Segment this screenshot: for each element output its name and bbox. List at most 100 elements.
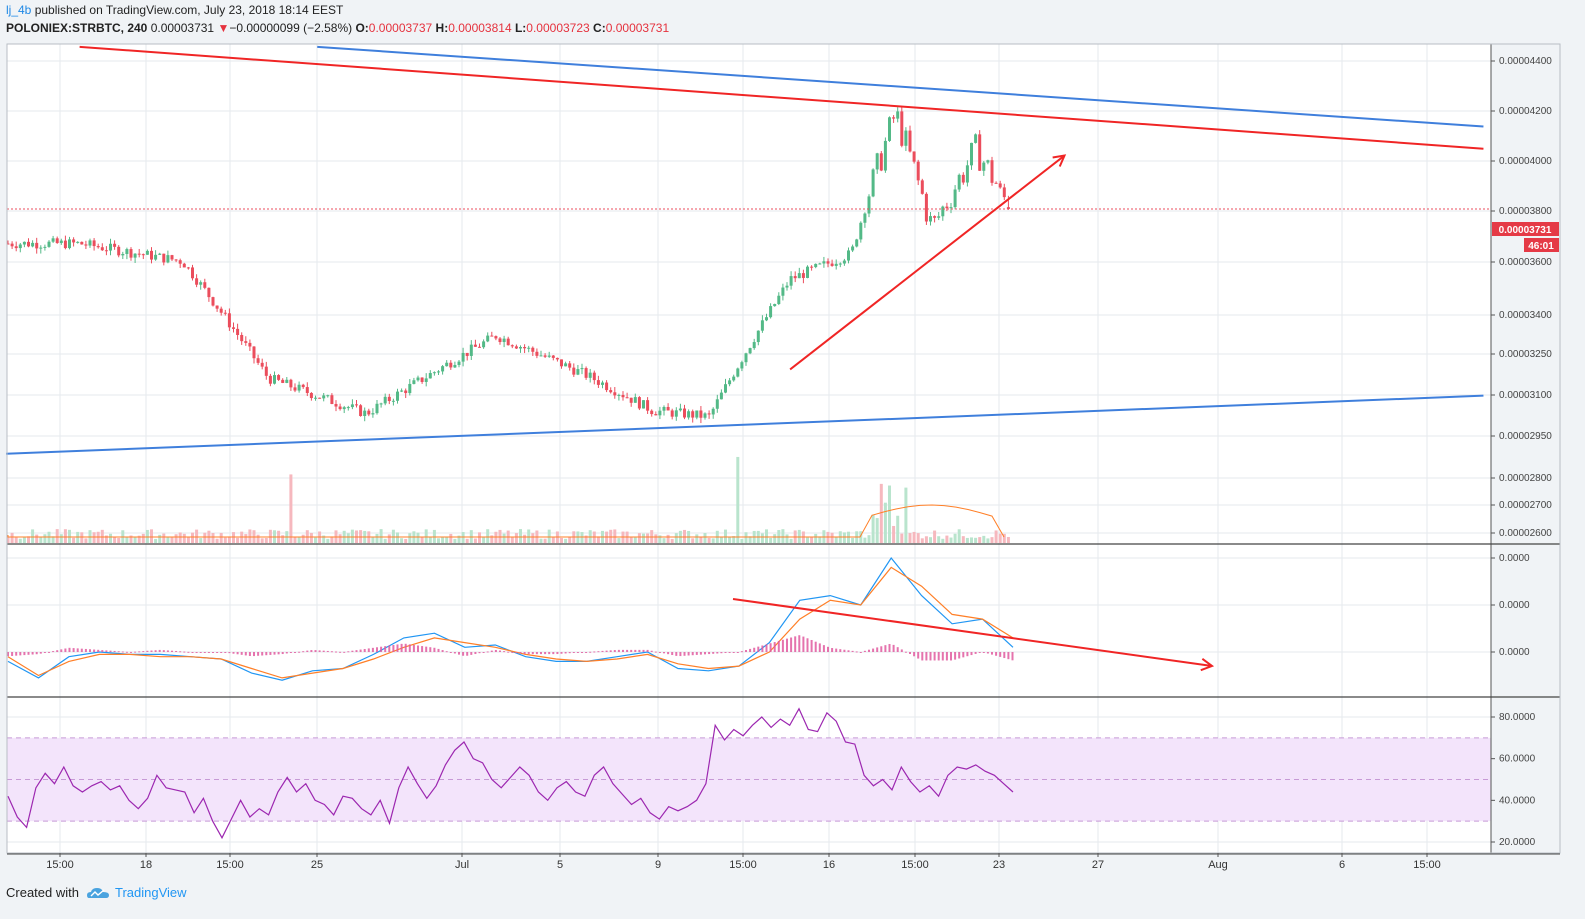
volume-bar — [961, 536, 965, 543]
candle-body — [592, 372, 596, 381]
volume-bar — [896, 515, 900, 543]
macd-histogram-bar — [425, 646, 428, 652]
candle-body — [445, 362, 449, 367]
macd-histogram-bar — [19, 652, 22, 656]
candle-body — [232, 327, 235, 329]
y-tick-label: 0.00003400 — [1499, 310, 1552, 321]
volume-bar — [781, 529, 785, 543]
candle-body — [982, 162, 986, 171]
candle-body — [810, 266, 814, 268]
volume-bar — [797, 529, 801, 543]
candle-body — [986, 160, 990, 163]
candle-body — [871, 169, 875, 197]
candle-body — [867, 196, 871, 214]
volume-bar — [174, 534, 178, 543]
macd-histogram-bar — [740, 651, 743, 653]
macd-histogram-bar — [277, 652, 280, 655]
candle-body — [818, 263, 822, 265]
macd-histogram-bar — [913, 652, 916, 657]
y-tick-label: 0.00002700 — [1499, 500, 1552, 511]
candle-body — [432, 372, 436, 374]
volume-bar — [666, 534, 670, 543]
candle-body — [277, 375, 281, 380]
candle-body — [527, 347, 531, 349]
volume-bar — [703, 533, 707, 543]
author-link[interactable]: lj_4b — [6, 3, 32, 17]
macd-histogram-bar — [900, 649, 903, 652]
x-tick-label: 16 — [823, 859, 835, 871]
volume-bar — [125, 536, 129, 543]
tradingview-link[interactable]: TradingView — [114, 885, 187, 900]
candle-body — [150, 250, 153, 260]
volume-bar — [486, 529, 490, 543]
candle-body — [506, 338, 510, 346]
candle-body — [715, 399, 719, 409]
candle-body — [186, 267, 190, 269]
macd-histogram-bar — [150, 650, 153, 652]
volume-bar — [260, 538, 264, 543]
volume-bar — [137, 535, 141, 543]
macd-histogram-bar — [736, 652, 739, 653]
candle-body — [609, 390, 613, 393]
volume-bar — [539, 538, 543, 543]
candle-body — [842, 260, 846, 264]
volume-bar — [297, 536, 301, 543]
candle-body — [990, 160, 994, 183]
candle-body — [314, 397, 317, 399]
candle-body — [367, 410, 371, 415]
candle-body — [896, 111, 900, 119]
macd-histogram-bar — [937, 652, 940, 661]
macd-histogram-bar — [228, 652, 231, 654]
candle-body — [47, 241, 51, 247]
open-label: O: — [355, 21, 369, 35]
volume-bar — [937, 536, 941, 543]
symbol-label[interactable]: POLONIEX:STRBTC, 240 — [6, 21, 148, 35]
macd-tick-label: 0.0000 — [1499, 600, 1530, 611]
y-tick-label: 0.00002950 — [1499, 431, 1552, 442]
volume-bar — [982, 535, 986, 543]
macd-histogram-bar — [691, 652, 694, 656]
macd-histogram-bar — [527, 652, 530, 655]
axes — [6, 43, 1561, 855]
volume-bar — [699, 537, 703, 543]
volume-bar — [810, 536, 814, 543]
macd-histogram-bar — [68, 647, 71, 652]
macd-histogram-bar — [999, 652, 1002, 657]
volume-bar — [580, 532, 584, 543]
macd-histogram-bar — [695, 652, 698, 655]
candle-body — [961, 174, 965, 183]
candle-body — [801, 273, 805, 278]
volume-bar — [264, 537, 268, 543]
macd-histogram-bar — [474, 652, 477, 655]
macd-histogram-bar — [486, 651, 489, 653]
macd-histogram-bar — [855, 651, 858, 653]
candle-body — [998, 183, 1002, 188]
volume-bar — [933, 530, 937, 543]
candle-body — [752, 342, 756, 349]
candle-body — [121, 253, 125, 256]
volume-bar — [551, 536, 555, 543]
candle-body — [555, 357, 559, 360]
candle-body — [535, 351, 539, 356]
x-axis-labels[interactable]: 15:00 18 15:00 25 Jul 5 9 15:00 16 15:00 23 27 Aug 6 1… — [46, 853, 1441, 871]
volume-bar — [35, 534, 39, 543]
candle-body — [191, 267, 194, 279]
macd-histogram-bar — [482, 652, 485, 653]
trendline-red — [789, 154, 1066, 371]
macd-histogram-bar — [285, 652, 288, 654]
candle-body — [104, 250, 108, 252]
volume-bar — [215, 538, 219, 543]
candle-body — [219, 308, 223, 313]
candle-body — [490, 335, 494, 337]
volume-bar — [670, 538, 674, 543]
macd-histogram-bar — [704, 652, 706, 655]
macd-histogram-bar — [470, 652, 473, 655]
macd-histogram-bar — [941, 652, 944, 661]
publish-line: lj_4b published on TradingView.com, July… — [6, 3, 343, 17]
candle-body — [830, 263, 834, 266]
macd-histogram-bar — [380, 646, 383, 652]
macd-histogram-bar — [248, 652, 251, 656]
macd-histogram-bar — [1007, 652, 1010, 660]
macd-histogram-bar — [642, 649, 645, 652]
macd-histogram-bar — [84, 648, 87, 652]
